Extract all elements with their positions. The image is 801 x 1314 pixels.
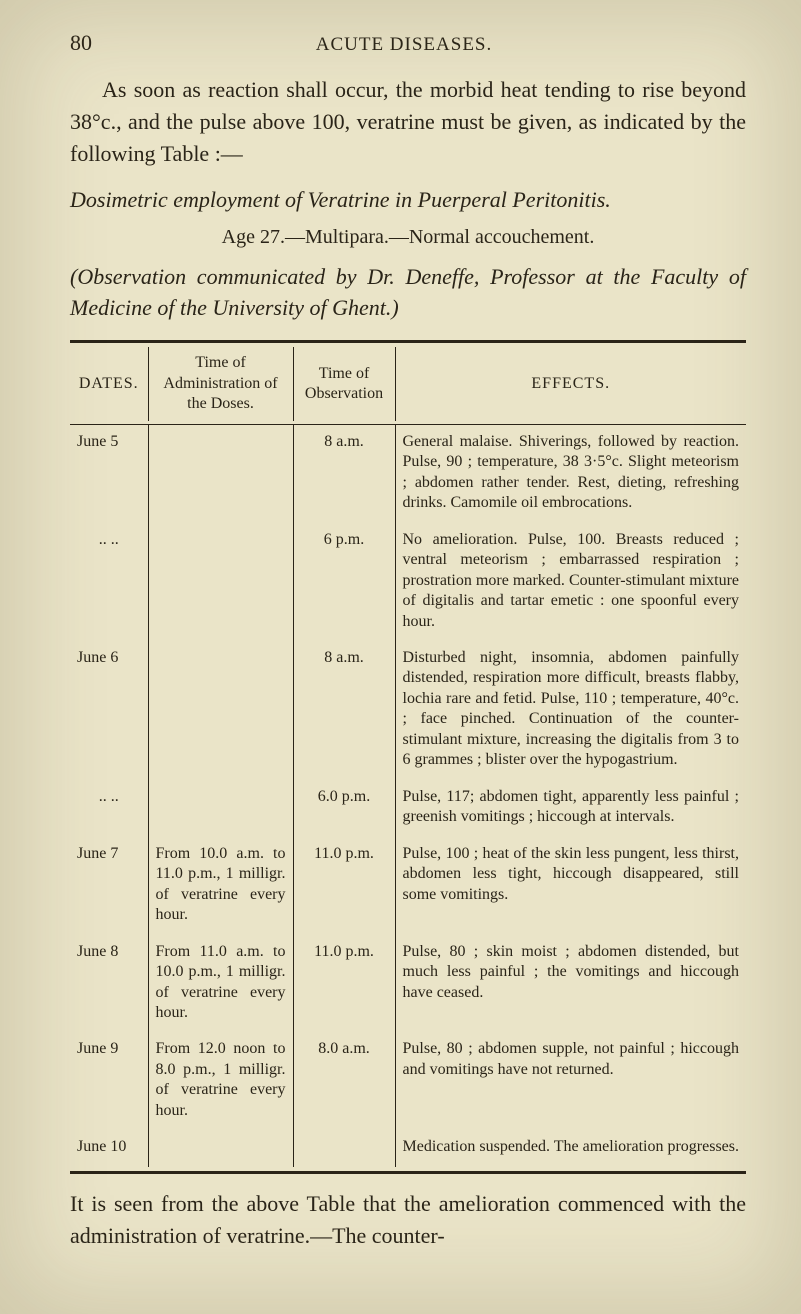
running-head: ACUTE DISEASES. bbox=[316, 34, 493, 56]
header-line: 80 ACUTE DISEASES. bbox=[70, 30, 746, 56]
table-row: .. .. 6 p.m. No amelioration. Pulse, 100… bbox=[70, 523, 746, 641]
cell-admin: From 11.0 a.m. to 10.0 p.m., 1 milligr. … bbox=[148, 935, 293, 1033]
th-dates: DATES. bbox=[70, 347, 148, 420]
table-row: .. .. 6.0 p.m. Pulse, 117; abdomen tight… bbox=[70, 780, 746, 837]
cell-time bbox=[293, 1130, 395, 1166]
section-title: Dosimetric employment of Veratrine in Pu… bbox=[70, 184, 746, 216]
table-row: June 5 8 a.m. General malaise. Shivering… bbox=[70, 425, 746, 523]
cell-time: 8.0 a.m. bbox=[293, 1032, 395, 1130]
th-time: Time of Observation bbox=[293, 347, 395, 420]
cell-date: June 10 bbox=[70, 1130, 148, 1166]
cell-effect: Pulse, 100 ; heat of the skin less punge… bbox=[395, 837, 746, 935]
cell-admin bbox=[148, 641, 293, 780]
intro-text: As soon as reaction shall occur, the mor… bbox=[70, 77, 746, 166]
table-row: June 10 Medication suspended. The amelio… bbox=[70, 1130, 746, 1166]
cell-admin bbox=[148, 425, 293, 523]
cell-date: June 5 bbox=[70, 425, 148, 523]
table-row: June 8 From 11.0 a.m. to 10.0 p.m., 1 mi… bbox=[70, 935, 746, 1033]
table-row: June 9 From 12.0 noon to 8.0 p.m., 1 mil… bbox=[70, 1032, 746, 1130]
th-admin: Time of Administration of the Doses. bbox=[148, 347, 293, 420]
cell-date: June 6 bbox=[70, 641, 148, 780]
cell-date: June 8 bbox=[70, 935, 148, 1033]
cell-time: 11.0 p.m. bbox=[293, 935, 395, 1033]
table-row: June 7 From 10.0 a.m. to 11.0 p.m., 1 mi… bbox=[70, 837, 746, 935]
cell-effect: Pulse, 80 ; abdomen supple, not painful … bbox=[395, 1032, 746, 1130]
cell-time: 11.0 p.m. bbox=[293, 837, 395, 935]
page: 80 ACUTE DISEASES. As soon as reaction s… bbox=[0, 0, 801, 1314]
observation-line: (Observation communicated by Dr. Deneffe… bbox=[70, 261, 746, 325]
cell-effect: Medication suspended. The amelioration p… bbox=[395, 1130, 746, 1166]
cell-time: 6.0 p.m. bbox=[293, 780, 395, 837]
table-header-row: DATES. Time of Administration of the Dos… bbox=[70, 347, 746, 420]
rule-bottom bbox=[70, 1171, 746, 1174]
cell-effect: Pulse, 80 ; skin moist ; abdomen distend… bbox=[395, 935, 746, 1033]
cell-effect: Pulse, 117; abdomen tight, apparently le… bbox=[395, 780, 746, 837]
intro-paragraph: As soon as reaction shall occur, the mor… bbox=[70, 74, 746, 170]
cell-date: June 9 bbox=[70, 1032, 148, 1130]
table-row: June 6 8 a.m. Disturbed night, insomnia,… bbox=[70, 641, 746, 780]
cell-time: 8 a.m. bbox=[293, 641, 395, 780]
footer-paragraph: It is seen from the above Table that the… bbox=[70, 1188, 746, 1252]
footer-text: It is seen from the above Table that the… bbox=[70, 1191, 746, 1248]
cell-effect: Disturbed night, insomnia, abdomen painf… bbox=[395, 641, 746, 780]
age-line: Age 27.—Multipara.—Normal accouchement. bbox=[70, 226, 746, 249]
cell-date: .. .. bbox=[70, 523, 148, 641]
cell-admin bbox=[148, 523, 293, 641]
table-body: June 5 8 a.m. General malaise. Shivering… bbox=[70, 421, 746, 1167]
cell-time: 6 p.m. bbox=[293, 523, 395, 641]
th-effects: EFFECTS. bbox=[395, 347, 746, 420]
cell-date: .. .. bbox=[70, 780, 148, 837]
cell-admin: From 12.0 noon to 8.0 p.m., 1 milligr. o… bbox=[148, 1032, 293, 1130]
cell-effect: General malaise. Shiverings, followed by… bbox=[395, 425, 746, 523]
cell-date: June 7 bbox=[70, 837, 148, 935]
cell-admin bbox=[148, 1130, 293, 1166]
cell-admin bbox=[148, 780, 293, 837]
page-number: 80 bbox=[70, 30, 92, 56]
cell-time: 8 a.m. bbox=[293, 425, 395, 523]
cell-admin: From 10.0 a.m. to 11.0 p.m., 1 milligr. … bbox=[148, 837, 293, 935]
rule-top bbox=[70, 340, 746, 343]
cell-effect: No amelioration. Pulse, 100. Breasts red… bbox=[395, 523, 746, 641]
observations-table: DATES. Time of Administration of the Dos… bbox=[70, 347, 746, 1166]
